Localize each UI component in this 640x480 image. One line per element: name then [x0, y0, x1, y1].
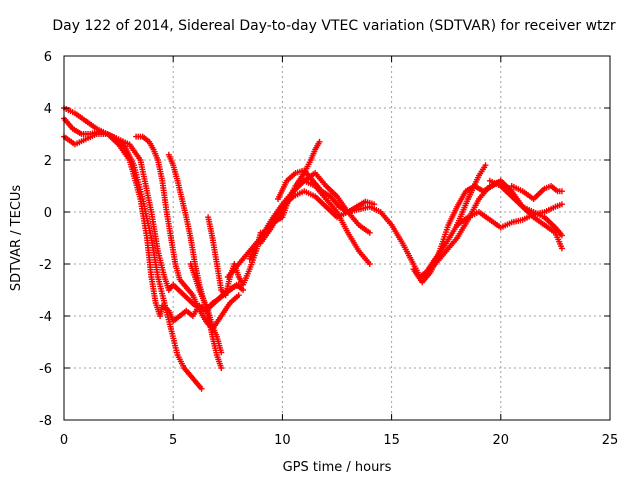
- x-tick-label: 20: [493, 433, 510, 448]
- y-tick-label: 0: [44, 206, 52, 221]
- data-point: [316, 138, 323, 145]
- data-point: [558, 245, 565, 252]
- data-point: [366, 229, 373, 236]
- x-tick-label: 25: [602, 433, 619, 448]
- data-point: [218, 365, 225, 371]
- series-pass-11: [275, 167, 378, 215]
- series-layer: [61, 105, 565, 392]
- series-pass-7: [205, 138, 323, 299]
- y-tick-label: -6: [39, 362, 52, 377]
- series-pass-16: [486, 177, 565, 239]
- data-point: [558, 201, 565, 208]
- y-tick-label: 4: [44, 102, 52, 117]
- x-tick-label: 15: [383, 433, 400, 448]
- y-tick-label: -8: [39, 414, 52, 429]
- series-pass-6: [187, 261, 225, 356]
- chart-title: Day 122 of 2014, Sidereal Day-to-day VTE…: [52, 18, 616, 34]
- x-axis-label: GPS time / hours: [283, 460, 392, 475]
- data-point: [218, 349, 225, 356]
- series-pass-2: [61, 115, 205, 392]
- y-axis-label: SDTVAR / TECUs: [9, 185, 24, 292]
- data-point: [198, 385, 205, 392]
- y-tick-label: -4: [39, 310, 52, 325]
- series-pass-5: [165, 151, 225, 371]
- series-trace: [412, 180, 502, 283]
- data-point: [482, 162, 489, 169]
- series-pass-14: [421, 177, 565, 280]
- data-point: [366, 261, 373, 267]
- series-trace: [207, 141, 321, 296]
- data-point: [235, 292, 242, 299]
- y-tick-label: 2: [44, 154, 52, 169]
- series-pass-13: [410, 177, 504, 286]
- x-tick-label: 5: [169, 433, 177, 448]
- data-point: [240, 287, 247, 293]
- y-tick-label: 6: [44, 50, 52, 65]
- y-tick-label: -2: [39, 258, 52, 273]
- series-pass-17: [508, 183, 565, 202]
- series-pass-12: [366, 162, 489, 280]
- data-point: [558, 232, 565, 239]
- tick-layer: 0 5 10 15 20 25 -8 -6 -4 -2 0 2 4 6: [39, 50, 618, 448]
- x-tick-label: 0: [60, 433, 68, 448]
- plot-frame: [63, 55, 611, 421]
- x-tick-label: 10: [274, 433, 291, 448]
- series-trace: [423, 180, 563, 278]
- data-point: [558, 188, 565, 195]
